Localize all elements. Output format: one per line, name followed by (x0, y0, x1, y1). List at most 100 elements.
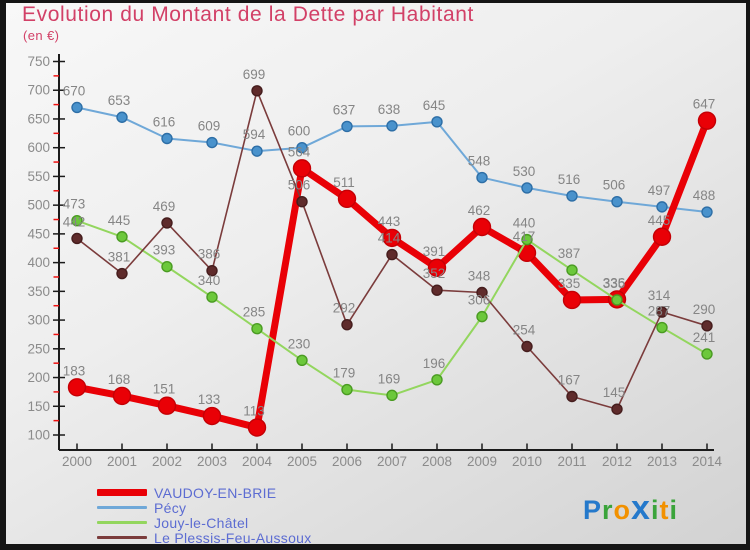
logo-letter: i (669, 495, 678, 525)
data-point (251, 85, 263, 97)
data-label: 653 (108, 93, 131, 108)
y-tick-label: 200 (27, 370, 50, 385)
data-point (697, 111, 717, 130)
data-point (251, 145, 263, 157)
x-tick-label: 2005 (287, 454, 317, 469)
data-label: 600 (288, 124, 311, 139)
data-label: 314 (648, 288, 671, 303)
x-tick-label: 2002 (152, 454, 182, 469)
data-label: 230 (288, 336, 311, 351)
data-point (476, 286, 488, 299)
data-label: 167 (558, 373, 581, 388)
x-tick-label: 2010 (512, 454, 542, 469)
data-point (161, 132, 173, 145)
data-label: 469 (153, 199, 176, 214)
data-label: 335 (603, 276, 626, 291)
data-point (67, 378, 87, 397)
data-point (116, 111, 128, 123)
data-label: 442 (63, 214, 86, 229)
data-label: 292 (333, 301, 356, 316)
legend-swatch (97, 521, 147, 524)
data-label: 637 (333, 102, 356, 117)
data-label: 506 (603, 178, 626, 193)
data-label: 670 (63, 83, 86, 98)
proxiti-logo: Proxiti (583, 490, 678, 528)
y-tick-label: 400 (27, 255, 50, 270)
x-tick-label: 2008 (422, 454, 452, 469)
data-label: 145 (603, 385, 626, 400)
data-point (431, 116, 443, 128)
x-tick-label: 2000 (62, 454, 92, 469)
data-label: 336 (603, 275, 626, 290)
data-point (611, 196, 623, 208)
data-label: 414 (378, 231, 401, 246)
data-label: 511 (333, 175, 355, 190)
data-label: 564 (288, 144, 311, 159)
data-point (247, 418, 267, 437)
data-label: 196 (423, 356, 446, 371)
data-label: 381 (108, 250, 131, 265)
logo-letter: i (650, 495, 660, 525)
data-label: 609 (198, 119, 221, 134)
y-tick-label: 550 (27, 169, 50, 184)
data-point (112, 386, 132, 406)
legend-swatch (97, 536, 147, 539)
data-label: 285 (243, 305, 266, 320)
data-label: 548 (468, 154, 491, 169)
data-label: 113 (243, 404, 265, 419)
legend-item-jouy-le-ch-tel: Jouy-le-Châtel (97, 515, 312, 530)
data-point (431, 284, 443, 296)
data-point (652, 227, 672, 246)
x-tick-label: 2014 (692, 454, 723, 469)
data-label: 335 (558, 276, 581, 291)
data-point (566, 190, 578, 202)
legend-item-le-plessis-feu-aussoux: Le Plessis-Feu-Aussoux (97, 530, 312, 545)
data-point (157, 396, 177, 415)
y-tick-label: 150 (27, 399, 50, 414)
x-tick-label: 2006 (332, 454, 362, 469)
data-label: 488 (693, 188, 716, 203)
data-label: 445 (648, 213, 671, 228)
data-point (521, 233, 533, 246)
legend-item-p-cy: Pécy (97, 500, 312, 515)
data-point (476, 310, 488, 323)
x-tick-label: 2007 (377, 454, 407, 469)
legend-swatch (97, 506, 147, 509)
x-tick-label: 2003 (197, 454, 227, 469)
data-label: 287 (648, 304, 671, 319)
legend-label: VAUDOY-EN-BRIE (154, 484, 277, 501)
data-label: 462 (468, 203, 491, 218)
data-point (656, 321, 668, 334)
data-point (701, 206, 713, 218)
y-tick-label: 350 (27, 284, 50, 299)
data-label: 169 (378, 371, 401, 386)
logo-letter: P (583, 495, 603, 525)
x-tick-label: 2011 (557, 454, 586, 469)
legend-item-vaudoy-en-brie: VAUDOY-EN-BRIE (97, 485, 312, 500)
data-label: 417 (513, 229, 536, 244)
logo-letter: t (659, 495, 670, 525)
legend-label: Pécy (154, 499, 187, 516)
data-label: 340 (198, 273, 221, 288)
logo-letter: r (602, 495, 614, 525)
y-tick-label: 700 (27, 83, 50, 98)
data-label: 306 (468, 293, 491, 308)
data-point (386, 120, 398, 132)
data-label: 473 (63, 197, 86, 212)
x-tick-label: 2009 (467, 454, 497, 469)
data-point (701, 348, 713, 360)
y-tick-label: 650 (27, 111, 50, 126)
data-point (517, 243, 537, 263)
x-tick-label: 2004 (242, 454, 273, 469)
data-point (386, 248, 398, 261)
data-label: 241 (693, 330, 716, 345)
data-point (206, 291, 218, 303)
data-point (611, 403, 623, 415)
data-label: 440 (513, 216, 536, 231)
data-point (521, 340, 533, 353)
data-label: 516 (558, 172, 581, 187)
data-point (341, 120, 353, 133)
data-point (562, 290, 582, 310)
